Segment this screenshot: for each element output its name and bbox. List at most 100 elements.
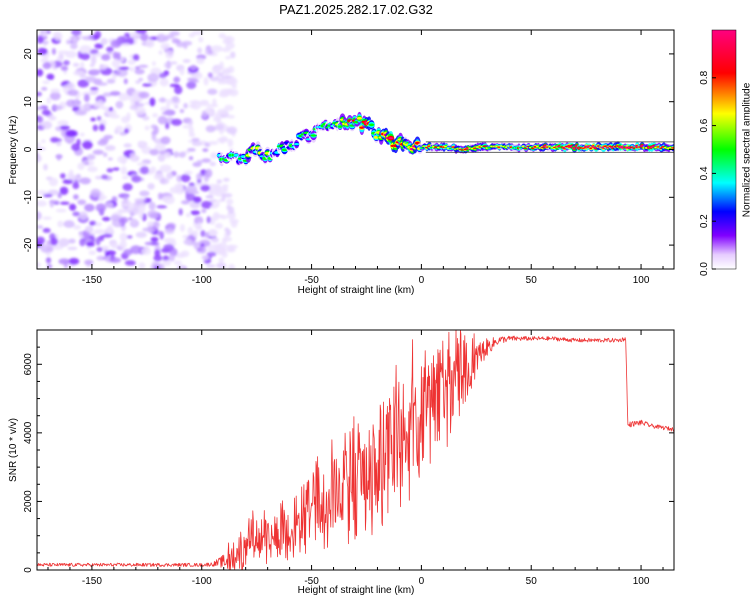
spectrogram-noise-blob [123,78,128,85]
spectrogram-noise-blob [150,67,162,75]
spectrogram-noise-blob [60,65,69,71]
spectrogram-noise-blob [95,237,101,246]
spectrogram-noise-blob [104,145,116,151]
spectrogram-noise-blob [151,61,156,66]
spectrogram-noise-blob [226,204,231,211]
spectrogram-signal-cell [233,153,239,157]
spectrogram-noise-blob [90,188,101,198]
spectrogram-noise-blob [173,76,181,83]
spectrogram-noise-blob [51,47,56,55]
spectrogram-noise-blob [139,141,148,148]
spectrogram-noise-blob [196,159,203,165]
spectrogram-noise-blob [162,260,172,266]
spectrogram-noise-blob [176,175,183,183]
spectrogram-noise-blob [109,91,121,96]
spectrogram-noise-blob [96,82,108,86]
spectrogram-noise-blob [150,81,157,86]
spectrogram-noise-blob [179,67,185,76]
spectrogram-noise-blob [96,115,102,121]
spectrogram-noise-blob [227,138,234,148]
spectrogram-noise-blob [216,179,223,184]
colorbar-label: Normalized spectral amplitude [741,82,750,217]
spectrogram-noise-blob [111,59,121,68]
spectrogram-noise-blob [65,129,77,138]
spectrogram-noise-blob [173,151,179,158]
spectrogram-noise-blob [86,154,96,161]
spectrogram-noise-blob [106,168,114,173]
spectrogram-noise-blob [134,106,146,116]
spectrogram-noise-blob [142,83,153,87]
spectrogram-noise-blob [141,146,152,155]
spectrogram-noise-blob [201,208,207,214]
spectrogram-x-tick-label: -100 [192,275,212,286]
spectrogram-noise-blob [173,260,182,266]
spectrogram-noise-blob [41,139,46,144]
spectrogram-signal-cell [337,125,343,128]
spectrogram-noise-blob [163,195,175,205]
spectrogram-noise-blob [166,99,171,108]
spectrogram-noise-blob [57,50,69,55]
spectrogram-noise-blob [200,230,206,238]
spectrogram-noise-blob [207,141,219,145]
spectrogram-noise-blob [135,80,141,84]
spectrogram-noise-blob [48,177,59,187]
spectrogram-noise-blob [37,211,42,221]
spectrogram-noise-blob [159,177,170,185]
colorbar-gradient [711,29,737,270]
spectrogram-noise-blob [226,114,235,119]
snr-y-tick-label: 6000 [23,353,34,376]
spectrogram-noise-blob [154,266,161,269]
spectrogram-noise-blob [106,225,114,234]
spectrogram-noise-blob [92,149,104,155]
spectrogram-noise-blob [157,153,166,162]
spectrogram-noise-blob [161,111,172,116]
snr-background [37,330,674,570]
spectrogram-noise-blob [142,115,150,121]
spectrogram-noise-blob [209,199,218,203]
spectrogram-noise-blob [230,221,238,228]
spectrogram-noise-blob [41,109,51,116]
spectrogram-noise-blob [197,47,203,54]
spectrogram-noise-blob [79,132,85,137]
spectrogram-noise-blob [90,220,97,226]
spectrogram-noise-blob [144,125,150,131]
snr-x-tick-label: -50 [304,576,319,587]
spectrogram-noise-blob [101,245,110,250]
spectrogram-noise-blob [86,241,95,247]
spectrogram-noise-blob [180,223,185,232]
spectrogram-noise-blob [68,238,76,244]
spectrogram-noise-blob [192,230,199,237]
spectrogram-noise-blob [148,201,156,211]
spectrogram-noise-blob [79,52,91,61]
spectrogram-noise-blob [55,208,67,213]
spectrogram-noise-blob [102,152,108,158]
spectrogram-y-tick-label: 0 [23,146,34,152]
spectrogram-noise-blob [179,266,185,269]
spectrogram-noise-blob [41,121,53,130]
spectrogram-noise-blob [103,134,114,140]
spectrogram-y-tick-label: 10 [23,96,34,108]
spectrogram-noise-blob [131,218,137,225]
spectrogram-noise-blob [130,98,136,106]
spectrogram-noise-blob [72,211,80,217]
spectrogram-noise-blob [145,39,155,48]
spectrogram-noise-blob [163,243,175,251]
spectrogram-noise-blob [151,132,157,141]
spectrogram-noise-blob [119,240,127,249]
spectrogram-noise-blob [210,45,223,53]
spectrogram-noise-blob [180,200,190,205]
spectrogram-noise-blob [187,147,196,152]
spectrogram-signal-cell [293,143,300,146]
spectrogram-noise-blob [178,151,186,158]
spectrogram-noise-blob [99,64,108,70]
spectrogram-noise-blob [136,162,148,167]
spectrogram-noise-blob [62,85,69,93]
snr-series-line [37,330,674,570]
spectrogram-noise-blob [77,199,87,205]
spectrogram-noise-blob [165,122,170,130]
spectrogram-noise-blob [45,257,52,264]
spectrogram-noise-blob [210,204,219,209]
spectrogram-noise-blob [67,89,79,96]
spectrogram-noise-blob [165,34,175,39]
